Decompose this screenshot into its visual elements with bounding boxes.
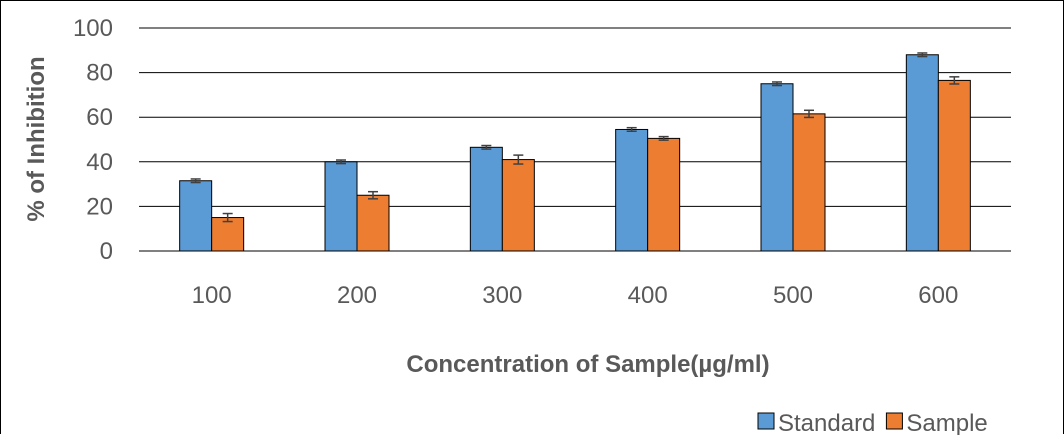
bar-standard-600: [905, 54, 939, 252]
bar-sample-300: [501, 159, 535, 252]
error-bar-standard-600: [917, 52, 928, 58]
bar-standard-400: [615, 128, 649, 252]
error-bar-sample-200: [368, 190, 378, 200]
bar-standard-100: [179, 180, 213, 252]
error-bar-sample-100: [222, 212, 233, 223]
error-bar-sample-300: [513, 154, 524, 165]
x-tick-label: 400: [628, 282, 668, 309]
bar-standard-200: [324, 161, 358, 252]
y-tick-label: 20: [86, 193, 113, 220]
legend-swatch: [757, 412, 775, 430]
bar-standard-500: [760, 83, 794, 252]
legend-swatch: [885, 412, 903, 430]
y-tick-label: 80: [86, 60, 113, 87]
bar-sample-500: [792, 113, 826, 252]
y-tick-label: 0: [100, 238, 113, 265]
error-bars: [190, 52, 960, 223]
y-tick-label: 60: [86, 104, 113, 131]
legend-item-sample: Sample: [885, 410, 988, 435]
x-tick-label: 600: [918, 282, 958, 309]
bar-sample-200: [356, 194, 390, 252]
y-axis-ticks: 0 20 40 60 80 100: [73, 15, 113, 265]
bar-standard-300: [469, 146, 503, 252]
y-tick-label: 40: [86, 149, 113, 176]
legend: Standard Sample: [757, 410, 988, 435]
legend-label: Standard: [778, 410, 875, 435]
x-tick-label: 100: [192, 282, 232, 309]
legend-item-standard: Standard: [757, 410, 875, 435]
error-bar-standard-100: [190, 178, 201, 184]
bar-sample-100: [211, 217, 245, 252]
error-bar-sample-500: [804, 109, 814, 119]
legend-label: Sample: [906, 410, 987, 435]
x-axis-title: Concentration of Sample(µg/ml): [406, 351, 769, 378]
bar-sample-600: [937, 79, 971, 252]
x-tick-label: 500: [773, 282, 813, 309]
error-bar-standard-200: [336, 159, 346, 165]
y-axis-title: % of Inhibition: [23, 56, 50, 221]
error-bar-standard-300: [481, 144, 492, 150]
y-tick-label: 100: [73, 15, 113, 42]
x-axis-ticks: 100 200 300 400 500 600: [192, 282, 959, 309]
x-tick-label: 300: [482, 282, 522, 309]
error-bar-standard-500: [772, 81, 782, 87]
gridlines: [139, 27, 1011, 207]
bar-sample-400: [647, 137, 681, 252]
error-bar-sample-400: [658, 135, 669, 141]
x-tick-label: 200: [337, 282, 377, 309]
error-bar-sample-600: [949, 76, 960, 85]
error-bar-standard-400: [626, 126, 637, 132]
bars: [179, 54, 971, 252]
